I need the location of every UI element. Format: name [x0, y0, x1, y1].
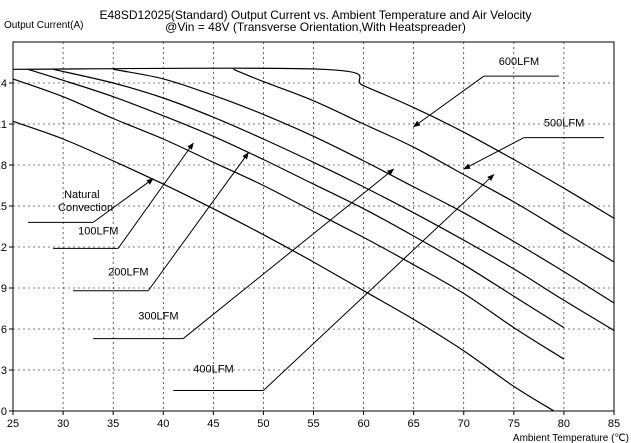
- series-line-300lfm: [52, 68, 615, 331]
- series-line-200lfm: [27, 68, 565, 329]
- x-tick-label: 50: [257, 418, 269, 430]
- annotation-arrow-natural-convection: [92, 178, 154, 223]
- annotation-arrow-600lfm: [413, 75, 485, 128]
- annotation-label-600lfm: 600LFM: [499, 56, 539, 68]
- y-tick-label: 9: [1, 283, 7, 295]
- series-line-400lfm: [113, 68, 615, 304]
- y-tick-label: 6: [1, 324, 7, 336]
- annotation-label-200lfm: 200LFM: [108, 267, 148, 279]
- x-tick-label: 35: [107, 418, 119, 430]
- annotation-arrow-400lfm: [263, 174, 495, 391]
- annotation-arrow-100lfm: [117, 142, 194, 249]
- chart-subtitle: @Vin = 48V (Transverse Orientation,With …: [165, 20, 466, 34]
- annotation-label-line: Convection: [58, 202, 113, 214]
- chart-title: E48SD12025(Standard) Output Current vs. …: [99, 8, 532, 22]
- y-tick-label: 21: [0, 119, 7, 131]
- x-tick-label: 45: [207, 418, 219, 430]
- y-axis-label: Output Current(A): [4, 20, 84, 31]
- x-tick-label: 80: [558, 418, 570, 430]
- annotation-label-line: Natural: [64, 189, 99, 201]
- x-tick-label: 40: [157, 418, 169, 430]
- annotation-label-natural-convection: Natural Convection: [58, 189, 113, 214]
- annotation-label-line: 600LFM: [499, 56, 539, 68]
- x-axis-label: Ambient Temperature (℃): [513, 433, 629, 443]
- annotation-label-line: 200LFM: [108, 267, 148, 279]
- x-tick-label: 65: [408, 418, 420, 430]
- series-line-natural-convection: [12, 120, 555, 412]
- annotation-arrow-500lfm: [463, 137, 525, 170]
- x-tick-label: 30: [57, 418, 69, 430]
- x-tick-label: 60: [357, 418, 369, 430]
- annotation-label-400lfm: 400LFM: [193, 364, 233, 376]
- series-line-100lfm: [12, 78, 565, 360]
- y-tick-label: 0: [1, 406, 7, 418]
- annotation-label-500lfm: 500LFM: [544, 118, 584, 130]
- y-tick-label: 3: [1, 365, 7, 377]
- annotation-label-300lfm: 300LFM: [138, 310, 178, 322]
- y-tick-label: 18: [0, 160, 7, 172]
- y-tick-label: 15: [0, 201, 7, 213]
- annotation-label-100lfm: 100LFM: [78, 226, 118, 238]
- y-tick-label: 24: [0, 78, 7, 90]
- x-tick-label: 70: [458, 418, 470, 430]
- x-tick-label: 25: [7, 418, 19, 430]
- series-line-600lfm: [12, 67, 615, 219]
- annotation-label-line: 500LFM: [544, 118, 584, 130]
- x-tick-label: 55: [307, 418, 319, 430]
- x-tick-label: 75: [508, 418, 520, 430]
- annotation-arrow-300lfm: [182, 168, 395, 339]
- annotation-label-line: 100LFM: [78, 226, 118, 238]
- annotation-label-line: 300LFM: [138, 310, 178, 322]
- annotation-label-line: 400LFM: [193, 364, 233, 376]
- annotation-arrow-200lfm: [147, 152, 249, 292]
- series-line-500lfm: [233, 68, 615, 263]
- y-tick-label: 12: [0, 242, 7, 254]
- x-tick-label: 85: [608, 418, 620, 430]
